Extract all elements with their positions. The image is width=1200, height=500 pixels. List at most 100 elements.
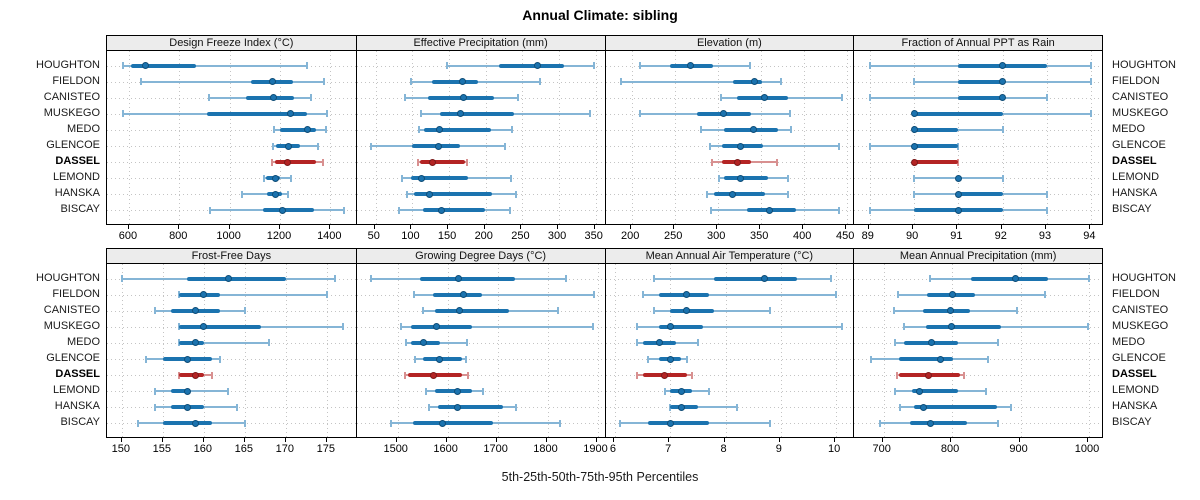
axis-tick-label: 250 [511, 229, 530, 242]
range-cap-high [685, 355, 688, 363]
median-dot-canisteo [270, 94, 278, 102]
range-cap-high [691, 371, 694, 379]
strip-mean-annual-air-temperature-c: Mean Annual Air Temperature (°C) [605, 249, 854, 264]
range-cap-high [322, 158, 325, 166]
panel-grid-row-1: Design Freeze Index (°C) Effective Precip… [106, 35, 1103, 225]
range-cap-high [1001, 174, 1004, 182]
median-dot-biscay [192, 419, 200, 427]
range-line-fieldon [642, 293, 837, 296]
median-dot-fieldon [683, 291, 691, 299]
axis-tick [325, 437, 327, 442]
axis-tick-label: 200 [474, 229, 493, 242]
gridline-horizontal [854, 162, 1102, 164]
median-dot-biscay [666, 419, 674, 427]
gridline-vertical [1091, 51, 1093, 224]
iqr-bar-houghton [498, 63, 565, 68]
axis-tick-label: 170 [275, 442, 294, 455]
median-dot-lemond [417, 174, 425, 182]
gridline-vertical [780, 264, 782, 437]
axis-tick-label: 155 [152, 442, 171, 455]
median-dot-glencoe [436, 355, 444, 363]
iqr-bar-lemond [434, 389, 473, 394]
range-cap-high [1087, 323, 1090, 331]
gridline-vertical [547, 264, 549, 437]
median-dot-medo [192, 339, 200, 347]
axis-tick [557, 224, 559, 229]
site-label-right-medo: MEDO [1112, 335, 1145, 348]
range-line-canisteo [869, 96, 1048, 99]
axis-tick-label: 1900 [583, 442, 608, 455]
iqr-bar-muskego [179, 324, 262, 329]
gridline-vertical [485, 51, 487, 224]
median-dot-medo [436, 126, 444, 134]
axis-tick-label: 350 [584, 229, 603, 242]
range-cap-high [342, 206, 345, 214]
gridline-vertical [326, 264, 328, 437]
median-dot-medo [303, 126, 311, 134]
median-dot-lemond [272, 174, 280, 182]
iqr-bar-muskego [914, 111, 1003, 116]
iqr-bar-muskego [439, 111, 515, 116]
median-dot-hanska [677, 403, 685, 411]
axis-tick [520, 224, 522, 229]
axis-tick [202, 437, 204, 442]
range-cap-high [786, 190, 789, 198]
median-dot-dassel [283, 158, 291, 166]
site-label-left-fieldon: FIELDON [52, 74, 100, 87]
median-dot-houghton [1011, 275, 1019, 282]
axis-tick-label: 9 [775, 442, 782, 455]
axis-tick [673, 224, 675, 229]
range-cap-high [1090, 110, 1093, 118]
axis-tick-label: 1000 [1074, 442, 1100, 455]
range-cap-low [404, 339, 407, 347]
panel-area-design-freeze-index-c [107, 51, 356, 224]
range-cap-high [243, 419, 246, 427]
range-cap-low [710, 206, 713, 214]
range-cap-low [208, 206, 211, 214]
site-label-left-canisteo: CANISTEO [43, 90, 100, 103]
gridline-vertical [279, 51, 281, 224]
range-cap-high [1087, 275, 1090, 282]
panel-elevation-m: Elevation (m) [604, 36, 854, 224]
gridline-vertical [497, 264, 499, 437]
median-dot-muskego [457, 110, 465, 118]
range-cap-low [369, 142, 372, 150]
range-cap-low [641, 291, 644, 299]
range-cap-low [427, 403, 430, 411]
site-label-right-biscay: BISCAY [1112, 203, 1152, 216]
site-label-left-medo: MEDO [67, 122, 100, 135]
range-cap-high [509, 174, 512, 182]
median-dot-glencoe [183, 355, 191, 363]
range-cap-high [790, 126, 793, 134]
site-label-right-muskego: MUSKEGO [1112, 106, 1169, 119]
page-title: Annual Climate: sibling [522, 7, 678, 23]
gridline-vertical [761, 51, 763, 224]
gridline-vertical [725, 264, 727, 437]
median-dot-glencoe [435, 142, 443, 150]
range-cap-low [868, 206, 871, 214]
gridline-vertical [522, 51, 524, 224]
axis-tick-label: 10 [827, 442, 841, 455]
gridline-vertical [229, 51, 231, 224]
gridline-horizontal [356, 342, 605, 344]
axis-tick-label: 300 [547, 229, 567, 242]
site-label-right-hanska: HANSKA [1112, 400, 1158, 413]
gridline-horizontal [605, 342, 854, 344]
site-label-right-fieldon: FIELDON [1112, 287, 1160, 300]
range-line-lemond [154, 390, 229, 393]
range-cap-low [425, 387, 428, 395]
median-dot-lemond [954, 174, 962, 182]
iqr-bar-dassel [419, 160, 466, 165]
median-dot-canisteo [947, 307, 955, 315]
range-cap-high [514, 190, 517, 198]
range-cap-low [893, 387, 896, 395]
range-cap-low [706, 190, 708, 198]
iqr-bar-canisteo [434, 308, 510, 313]
gridline-horizontal [605, 391, 854, 393]
median-dot-muskego [200, 323, 208, 331]
median-dot-dassel [910, 158, 918, 166]
gridline-vertical [121, 264, 123, 437]
panel-area-effective-precipitation-mm [356, 51, 605, 224]
range-cap-low [652, 275, 655, 282]
axis-tick [867, 224, 869, 229]
